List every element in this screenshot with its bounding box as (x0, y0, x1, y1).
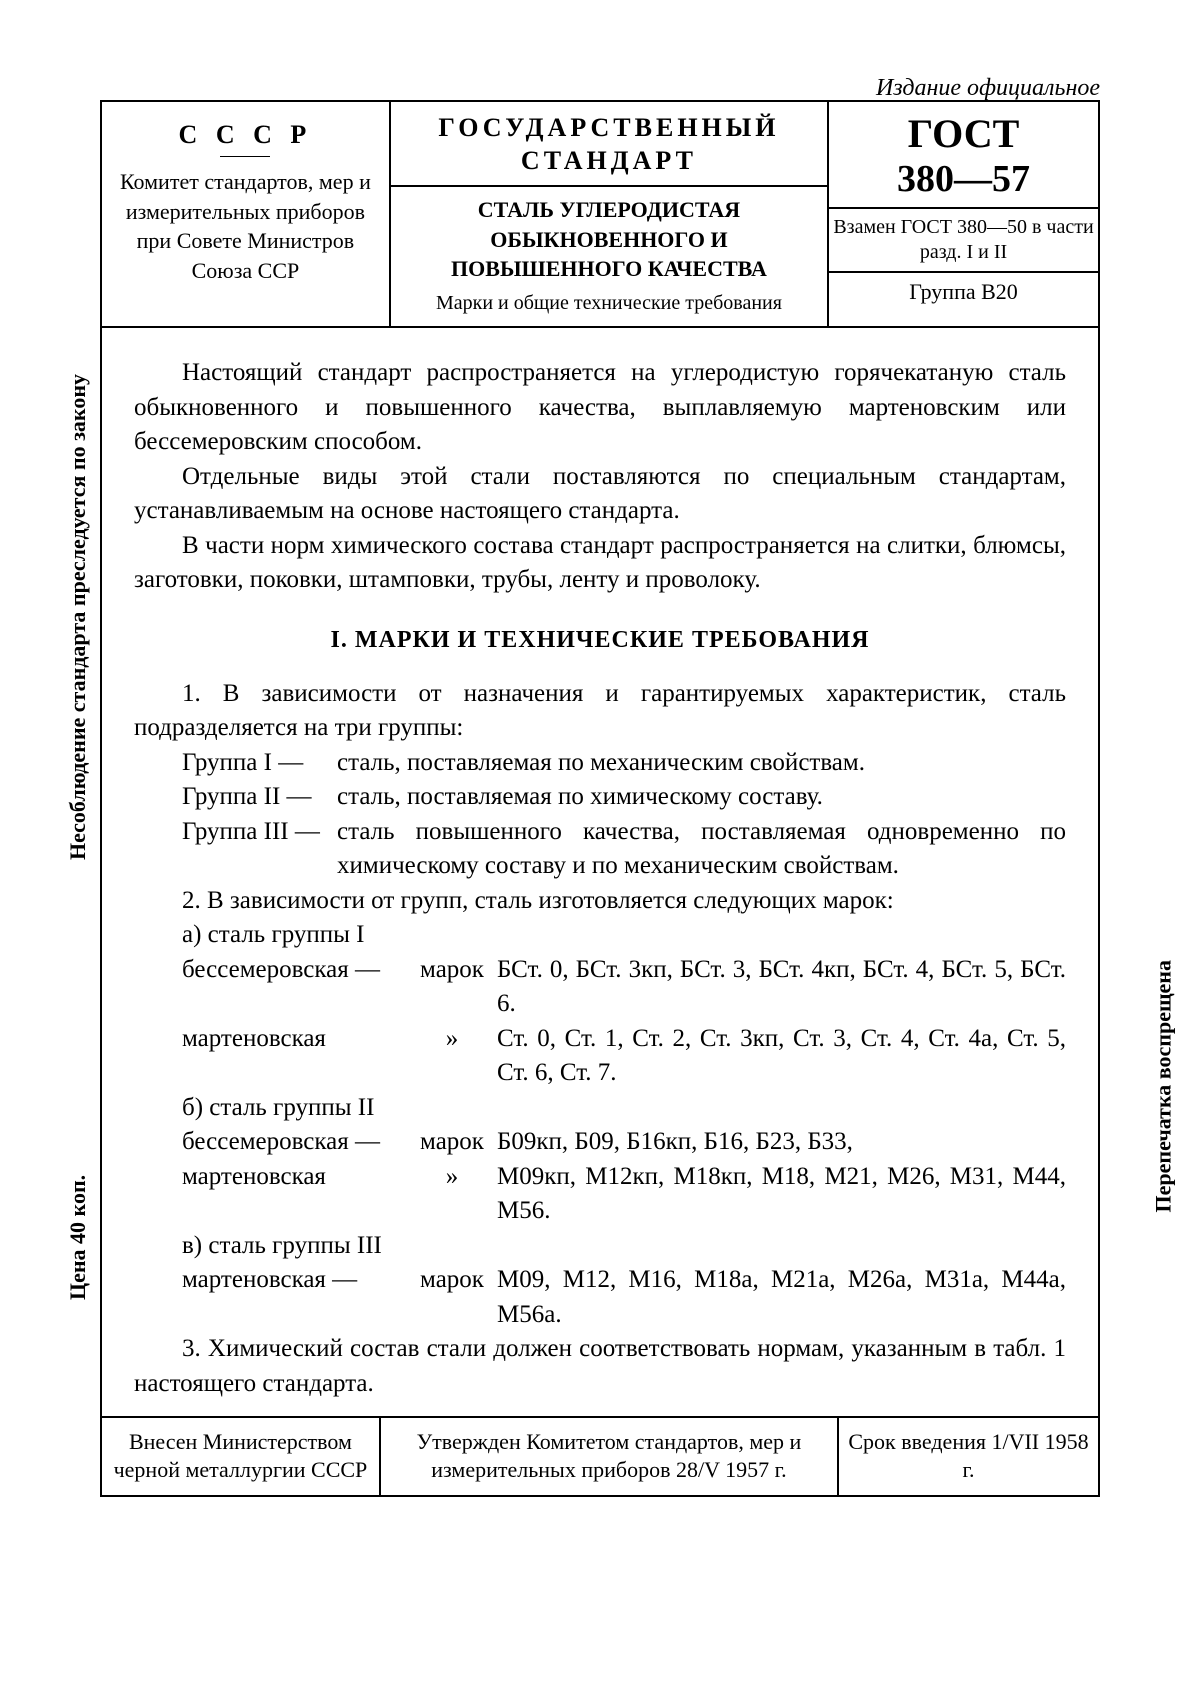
header-subtitle: Марки и общие технические требования (399, 290, 819, 316)
paragraph: В части норм химического состава стандар… (134, 529, 1066, 598)
subgroup-heading: в) сталь группы III (134, 1229, 1066, 1264)
mark-row: мартеновская — марок М09, М12, М16, М18а… (182, 1263, 1066, 1332)
group-label: Группа II — (182, 780, 337, 815)
side-label-price: Цена 40 коп. (65, 1175, 91, 1300)
mark-list: Б09кп, Б09, Б16кп, Б16, Б23, Б33, (497, 1125, 1066, 1160)
paragraph: 1. В зависимости от назначения и гаранти… (134, 677, 1066, 746)
group-desc: сталь, поставляемая по химическому соста… (337, 780, 1066, 815)
footer-approved-by: Утвержден Комитетом стандартов, мер и из… (381, 1418, 839, 1495)
footer-submitted-by: Внесен Министерством черной металлургии … (102, 1418, 381, 1495)
header-group: Группа В20 (829, 273, 1098, 311)
official-edition-label: Издание официальное (876, 75, 1100, 102)
header-replaces: Взамен ГОСТ 380—50 в части разд. I и II (829, 209, 1098, 273)
mark-prefix: марок (407, 1263, 497, 1332)
header-title: ГОСУДАРСТВЕННЫЙ СТАНДАРТ СТАЛЬ УГЛЕРОДИС… (391, 102, 829, 326)
paragraph: Настоящий стандарт распространяется на у… (134, 356, 1066, 460)
group-desc: сталь, поставляемая по механическим свой… (337, 746, 1066, 781)
mark-list: Ст. 0, Ст. 1, Ст. 2, Ст. 3кп, Ст. 3, Ст.… (497, 1022, 1066, 1091)
header-subject: СТАЛЬ УГЛЕРОДИСТАЯ ОБЫКНОВЕННОГО И ПОВЫШ… (399, 195, 819, 284)
paragraph: 2. В зависимости от групп, сталь изготов… (134, 884, 1066, 919)
mark-prefix: марок (407, 1125, 497, 1160)
page: Издание официальное Несоблюдение стандар… (0, 0, 1200, 1697)
side-label-reprint: Перепечатка воспрещена (1150, 960, 1176, 1212)
header-gost-number: 380—57 (829, 157, 1098, 209)
header-issuer: С С С Р Комитет стандартов, мер и измери… (102, 102, 391, 326)
header-gost-label: ГОСТ (829, 102, 1098, 157)
mark-method: мартеновская — (182, 1263, 407, 1332)
mark-prefix: марок (407, 953, 497, 1022)
subgroup-heading: а) сталь группы I (134, 918, 1066, 953)
section-heading: I. МАРКИ И ТЕХНИЧЕСКИЕ ТРЕБОВАНИЯ (134, 624, 1066, 657)
mark-prefix: » (407, 1022, 497, 1091)
footer-block: Внесен Министерством черной металлургии … (102, 1416, 1098, 1495)
group-label: Группа I — (182, 746, 337, 781)
document-frame: С С С Р Комитет стандартов, мер и измери… (100, 100, 1100, 1497)
mark-list: М09кп, М12кп, М18кп, М18, М21, М26, М31,… (497, 1160, 1066, 1229)
mark-row: бессемеровская — марок Б09кп, Б09, Б16кп… (182, 1125, 1066, 1160)
mark-row: мартеновская » М09кп, М12кп, М18кп, М18,… (182, 1160, 1066, 1229)
group-definition: Группа III — сталь повышенного качества,… (182, 815, 1066, 884)
group-label: Группа III — (182, 815, 337, 884)
mark-method: бессемеровская — (182, 1125, 407, 1160)
group-desc: сталь повышенного качества, поставляемая… (337, 815, 1066, 884)
side-label-law: Несоблюдение стандарта преследуется по з… (65, 374, 91, 860)
paragraph: Отдельные виды этой стали поставляются п… (134, 460, 1066, 529)
paragraph: 3. Химический состав стали должен соотве… (134, 1332, 1066, 1401)
subgroup-heading: б) сталь группы II (134, 1091, 1066, 1126)
mark-prefix: » (407, 1160, 497, 1229)
group-definition: Группа I — сталь, поставляемая по механи… (182, 746, 1066, 781)
mark-method: мартеновская (182, 1022, 407, 1091)
footer-effective-date: Срок введения 1/VII 1958 г. (839, 1418, 1098, 1495)
mark-method: мартеновская (182, 1160, 407, 1229)
header-number: ГОСТ 380—57 Взамен ГОСТ 380—50 в части р… (829, 102, 1098, 326)
mark-row: мартеновская » Ст. 0, Ст. 1, Ст. 2, Ст. … (182, 1022, 1066, 1091)
header-committee: Комитет стандартов, мер и измерительных … (110, 167, 381, 286)
header-block: С С С Р Комитет стандартов, мер и измери… (102, 102, 1098, 328)
header-country: С С С Р (110, 112, 381, 150)
mark-row: бессемеровская — марок БСт. 0, БСт. 3кп,… (182, 953, 1066, 1022)
group-definition: Группа II — сталь, поставляемая по химич… (182, 780, 1066, 815)
body-text: Настоящий стандарт распространяется на у… (102, 328, 1098, 1413)
mark-list: М09, М12, М16, М18а, М21а, М26а, М31а, М… (497, 1263, 1066, 1332)
header-standard-label: ГОСУДАРСТВЕННЫЙ СТАНДАРТ (391, 102, 827, 187)
mark-list: БСт. 0, БСт. 3кп, БСт. 3, БСт. 4кп, БСт.… (497, 953, 1066, 1022)
mark-method: бессемеровская — (182, 953, 407, 1022)
